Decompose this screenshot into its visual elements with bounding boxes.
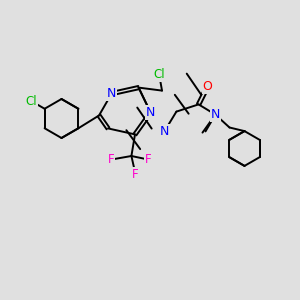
Text: N: N	[107, 87, 116, 100]
Text: F: F	[132, 168, 139, 181]
Text: Cl: Cl	[26, 95, 38, 108]
Text: N: N	[160, 125, 169, 138]
Text: O: O	[203, 80, 212, 93]
Text: N: N	[146, 106, 155, 119]
Text: F: F	[145, 153, 152, 166]
Text: Cl: Cl	[153, 68, 165, 81]
Text: O: O	[203, 80, 212, 93]
Text: N: N	[211, 108, 220, 121]
Text: F: F	[108, 153, 114, 166]
Text: N: N	[211, 108, 220, 121]
Text: Cl: Cl	[153, 68, 165, 81]
